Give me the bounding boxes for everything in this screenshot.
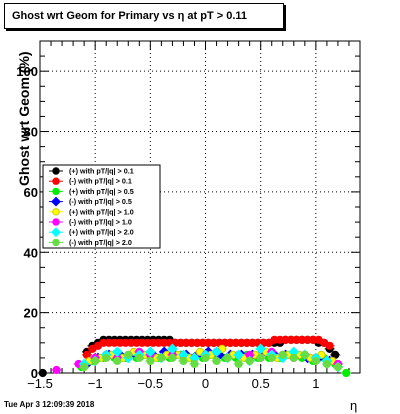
x-tick-label: −0.5 bbox=[138, 376, 164, 391]
timestamp: Tue Apr 3 12:09:39 2018 bbox=[4, 400, 95, 409]
data-point bbox=[179, 356, 188, 366]
data-point bbox=[113, 356, 122, 366]
grid bbox=[40, 41, 360, 373]
legend-marker bbox=[52, 238, 60, 247]
data-point bbox=[333, 362, 343, 372]
data-point bbox=[267, 353, 276, 363]
x-tick-label: −1.5 bbox=[27, 376, 53, 391]
data-point bbox=[146, 356, 155, 366]
legend-label: (-) with pT/|q| > 0.1 bbox=[69, 177, 132, 186]
data-point bbox=[102, 353, 111, 363]
data-point bbox=[91, 356, 100, 366]
legend-label: (+) with pT/|q| > 1.0 bbox=[69, 207, 134, 216]
legend-label: (+) with pT/|q| > 0.5 bbox=[69, 187, 134, 196]
data-point bbox=[233, 349, 244, 361]
data-points bbox=[37, 335, 352, 378]
x-axis-label: η bbox=[350, 398, 358, 413]
data-point bbox=[111, 346, 123, 358]
y-tick-label: 60 bbox=[24, 185, 38, 200]
legend-label: (-) with pT/|q| > 2.0 bbox=[69, 238, 132, 247]
data-point bbox=[289, 353, 298, 363]
legend-label: (-) with pT/|q| > 0.5 bbox=[69, 197, 132, 206]
y-tick-label: 40 bbox=[24, 245, 38, 260]
y-tick-label: 20 bbox=[24, 306, 38, 321]
legend-label: (+) with pT/|q| > 2.0 bbox=[69, 228, 134, 237]
legend-marker bbox=[52, 187, 60, 196]
x-tick-label: −1 bbox=[88, 376, 103, 391]
data-point bbox=[322, 359, 331, 369]
data-point bbox=[234, 359, 243, 369]
axes: −1.5 −1 −0.5 0 0.5 1 0 20 40 60 80 100 bbox=[16, 40, 361, 391]
legend-box bbox=[42, 164, 161, 249]
legend-marker bbox=[52, 177, 60, 185]
data-point bbox=[245, 356, 254, 366]
legend-label: (-) with pT/|q| > 1.0 bbox=[69, 218, 132, 227]
chart-title: Ghost wrt Geom for Primary vs η at pT > … bbox=[4, 3, 284, 29]
data-point bbox=[255, 343, 266, 355]
data-point bbox=[168, 353, 177, 363]
data-point bbox=[145, 346, 156, 358]
data-point bbox=[311, 356, 320, 366]
data-point bbox=[52, 365, 61, 375]
legend: (+) with pT/|q| > 0.1(-) with pT/|q| > 0… bbox=[42, 164, 161, 249]
data-point bbox=[167, 343, 178, 355]
data-point bbox=[201, 353, 210, 363]
data-point bbox=[278, 350, 287, 359]
series bbox=[81, 335, 335, 359]
data-point bbox=[124, 350, 133, 359]
data-point bbox=[135, 353, 144, 363]
series bbox=[79, 350, 343, 372]
data-point bbox=[256, 353, 265, 363]
legend-marker bbox=[52, 167, 60, 175]
data-point bbox=[342, 368, 351, 378]
y-axis-label: Ghost wrt Geom (%) bbox=[16, 51, 32, 186]
data-point bbox=[212, 356, 221, 366]
data-point bbox=[38, 368, 47, 378]
y-tick-label: 0 bbox=[31, 366, 38, 381]
data-point bbox=[190, 359, 199, 369]
x-tick-label: 1 bbox=[312, 376, 319, 391]
y-tick-label: 80 bbox=[24, 125, 38, 140]
legend-marker bbox=[51, 196, 61, 207]
data-point bbox=[211, 346, 222, 358]
legend-marker bbox=[52, 218, 60, 226]
legend-marker bbox=[52, 208, 60, 216]
x-tick-label: 0 bbox=[202, 376, 209, 391]
data-point bbox=[325, 341, 334, 350]
legend-marker bbox=[51, 227, 61, 238]
data-point bbox=[80, 362, 89, 372]
data-point bbox=[223, 353, 232, 363]
legend-label: (+) with pT/|q| > 0.1 bbox=[69, 167, 134, 176]
data-point bbox=[157, 353, 166, 363]
y-tick-label: 100 bbox=[16, 64, 38, 79]
series bbox=[84, 344, 338, 366]
data-point bbox=[300, 350, 309, 359]
x-tick-label: 0.5 bbox=[252, 376, 270, 391]
